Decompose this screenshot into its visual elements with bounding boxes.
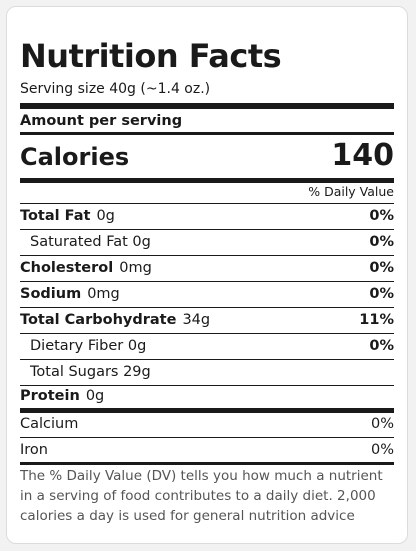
nutrient-row-saturated-fat: Saturated Fat 0g 0%	[20, 230, 394, 255]
divider	[20, 462, 394, 465]
nutrient-amount: 0g	[85, 388, 105, 404]
mineral-row-iron: Iron 0%	[20, 438, 394, 463]
divider	[20, 203, 394, 204]
nutrient-daily-value: 0%	[369, 338, 394, 354]
divider	[20, 385, 394, 386]
nutrient-name: Sodium	[20, 286, 82, 302]
nutrient-name: Cholesterol	[20, 260, 114, 276]
nutrient-daily-value: 0%	[369, 260, 394, 276]
nutrient-row-total-fat: Total Fat 0g 0%	[20, 204, 394, 229]
thick-divider	[20, 103, 394, 109]
nutrient-row-sodium: Sodium 0mg 0%	[20, 282, 394, 307]
nutrient-row-cholesterol: Cholesterol 0mg 0%	[20, 256, 394, 281]
divider	[20, 437, 394, 438]
nutrient-name: Total Carbohydrate	[20, 312, 177, 328]
label-title: Nutrition Facts	[20, 37, 282, 75]
divider	[20, 255, 394, 256]
nutrient-name: Total Fat	[20, 208, 91, 224]
nutrient-row-dietary-fiber: Dietary Fiber 0g 0%	[20, 334, 394, 359]
serving-size: Serving size 40g (~1.4 oz.)	[20, 81, 211, 97]
thick-divider	[20, 178, 394, 183]
amount-per-serving: Amount per serving	[20, 113, 183, 129]
divider	[20, 132, 394, 135]
daily-value-footnote: The % Daily Value (DV) tells you how muc…	[20, 468, 383, 524]
divider	[20, 359, 394, 360]
daily-value-header: % Daily Value	[308, 184, 394, 199]
nutrition-facts-panel: Nutrition Facts Serving size 40g (~1.4 o…	[6, 6, 408, 544]
thick-divider	[20, 408, 394, 413]
divider	[20, 229, 394, 230]
divider	[20, 307, 394, 308]
nutrient-name: Protein	[20, 388, 80, 404]
nutrient-amount: 34g	[182, 312, 211, 328]
divider	[20, 281, 394, 282]
nutrient-text: Total Sugars 29g	[30, 364, 151, 380]
calories-label: Calories	[20, 143, 130, 171]
nutrient-row-protein: Protein 0g	[20, 384, 394, 409]
nutrient-text: Dietary Fiber 0g	[30, 338, 147, 354]
mineral-name: Iron	[20, 442, 48, 458]
nutrient-amount: 0g	[96, 208, 115, 224]
calories-value: 140	[331, 138, 394, 173]
nutrient-row-total-carbohydrate: Total Carbohydrate 34g 11%	[20, 308, 394, 333]
nutrient-daily-value: 11%	[359, 312, 394, 328]
mineral-name: Calcium	[20, 416, 79, 432]
nutrient-daily-value: 0%	[369, 234, 394, 250]
nutrient-text: Saturated Fat 0g	[30, 234, 151, 250]
mineral-daily-value: 0%	[370, 416, 394, 432]
nutrient-daily-value: 0%	[369, 286, 394, 302]
nutrient-amount: 0mg	[87, 286, 120, 302]
nutrient-amount: 0mg	[119, 260, 152, 276]
mineral-daily-value: 0%	[370, 442, 394, 458]
nutrient-daily-value: 0%	[369, 208, 394, 224]
divider	[20, 333, 394, 334]
mineral-row-calcium: Calcium 0%	[20, 412, 394, 437]
nutrient-row-total-sugars: Total Sugars 29g	[20, 360, 394, 385]
